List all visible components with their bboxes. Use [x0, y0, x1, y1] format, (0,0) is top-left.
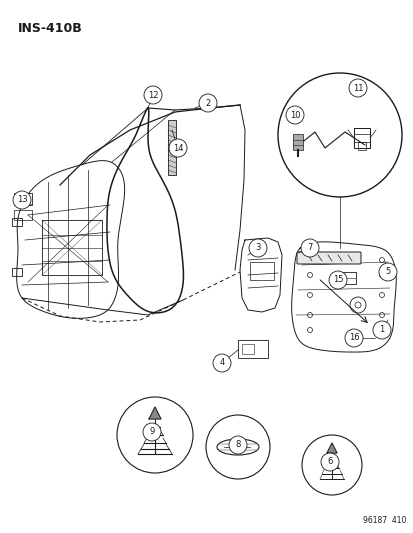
Text: 12: 12 — [147, 91, 158, 100]
Circle shape — [169, 139, 187, 157]
Text: 1: 1 — [378, 326, 384, 335]
Text: 16: 16 — [348, 334, 358, 343]
Circle shape — [378, 263, 396, 281]
Text: 6: 6 — [327, 457, 332, 466]
Circle shape — [117, 397, 192, 473]
Bar — [335, 272, 355, 284]
Circle shape — [320, 453, 338, 471]
Bar — [12, 268, 22, 276]
Text: 9: 9 — [149, 427, 154, 437]
Polygon shape — [326, 443, 336, 453]
Text: 2: 2 — [205, 99, 210, 108]
Circle shape — [300, 239, 318, 257]
Circle shape — [301, 435, 361, 495]
Circle shape — [344, 329, 362, 347]
FancyBboxPatch shape — [296, 252, 360, 264]
Text: 8: 8 — [235, 440, 240, 449]
Bar — [237, 340, 267, 358]
Bar — [168, 120, 176, 175]
Circle shape — [13, 191, 31, 209]
Circle shape — [277, 73, 401, 197]
Circle shape — [348, 79, 366, 97]
Text: 5: 5 — [385, 268, 390, 277]
Circle shape — [372, 321, 390, 339]
Bar — [42, 220, 102, 275]
Circle shape — [248, 239, 266, 257]
Circle shape — [228, 436, 247, 454]
Text: 15: 15 — [332, 276, 342, 285]
Text: 4: 4 — [219, 359, 224, 367]
Text: 11: 11 — [352, 84, 362, 93]
Bar — [242, 344, 254, 354]
Polygon shape — [149, 407, 161, 419]
Circle shape — [206, 415, 269, 479]
Text: 14: 14 — [172, 143, 183, 152]
Circle shape — [328, 271, 346, 289]
Bar — [12, 218, 22, 226]
Text: 7: 7 — [306, 244, 312, 253]
Text: 10: 10 — [289, 110, 299, 119]
Circle shape — [199, 94, 216, 112]
Circle shape — [212, 354, 230, 372]
Text: 3: 3 — [255, 244, 260, 253]
Circle shape — [144, 86, 161, 104]
Text: 96187  410: 96187 410 — [362, 516, 405, 525]
Circle shape — [285, 106, 303, 124]
Bar — [14, 210, 32, 220]
Text: 13: 13 — [17, 196, 27, 205]
Text: INS-410B: INS-410B — [18, 22, 83, 35]
Bar — [249, 262, 273, 280]
Circle shape — [142, 423, 161, 441]
Bar — [357, 142, 365, 150]
Bar — [292, 134, 302, 150]
Bar — [14, 193, 32, 205]
Bar — [353, 128, 369, 148]
